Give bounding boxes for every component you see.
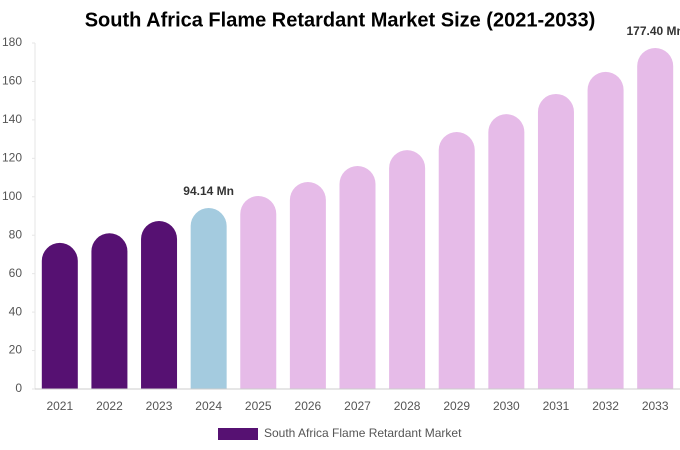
x-tick-label: 2023	[146, 399, 173, 413]
y-tick-label: 20	[9, 343, 23, 357]
y-tick-label: 40	[9, 304, 23, 318]
legend-label: South Africa Flame Retardant Market	[264, 426, 462, 440]
x-tick-label: 2027	[344, 399, 371, 413]
x-tick-label: 2025	[245, 399, 272, 413]
y-tick-label: 80	[9, 227, 23, 241]
bar	[488, 114, 525, 389]
bar	[637, 47, 674, 390]
bar	[91, 233, 128, 389]
y-tick-label: 0	[15, 381, 22, 395]
x-tick-label: 2030	[493, 399, 520, 413]
bar	[389, 150, 426, 389]
y-tick-label: 140	[2, 112, 22, 126]
y-tick-label: 180	[2, 35, 22, 49]
x-tick-label: 2021	[46, 399, 73, 413]
x-tick-label: 2029	[443, 399, 470, 413]
bar	[438, 131, 475, 389]
bar	[289, 181, 326, 389]
x-tick-label: 2032	[592, 399, 619, 413]
y-tick-label: 160	[2, 74, 22, 88]
y-tick-label: 100	[2, 189, 22, 203]
chart-title: South Africa Flame Retardant Market Size…	[85, 9, 596, 31]
bar	[41, 242, 78, 389]
bar	[190, 208, 227, 389]
x-tick-label: 2028	[394, 399, 421, 413]
x-tick-label: 2026	[295, 399, 322, 413]
y-tick-label: 120	[2, 151, 22, 165]
bar	[240, 196, 277, 389]
bar	[339, 166, 376, 389]
data-label: 177.40 Mn	[627, 24, 680, 38]
legend-swatch	[218, 428, 258, 440]
x-tick-label: 2022	[96, 399, 123, 413]
y-tick-label: 60	[9, 266, 23, 280]
bar	[141, 221, 178, 389]
bar	[587, 71, 624, 389]
data-label: 94.14 Mn	[183, 184, 234, 198]
bar	[537, 93, 574, 389]
x-tick-label: 2031	[543, 399, 570, 413]
x-tick-label: 2024	[195, 399, 222, 413]
x-tick-label: 2033	[642, 399, 669, 413]
